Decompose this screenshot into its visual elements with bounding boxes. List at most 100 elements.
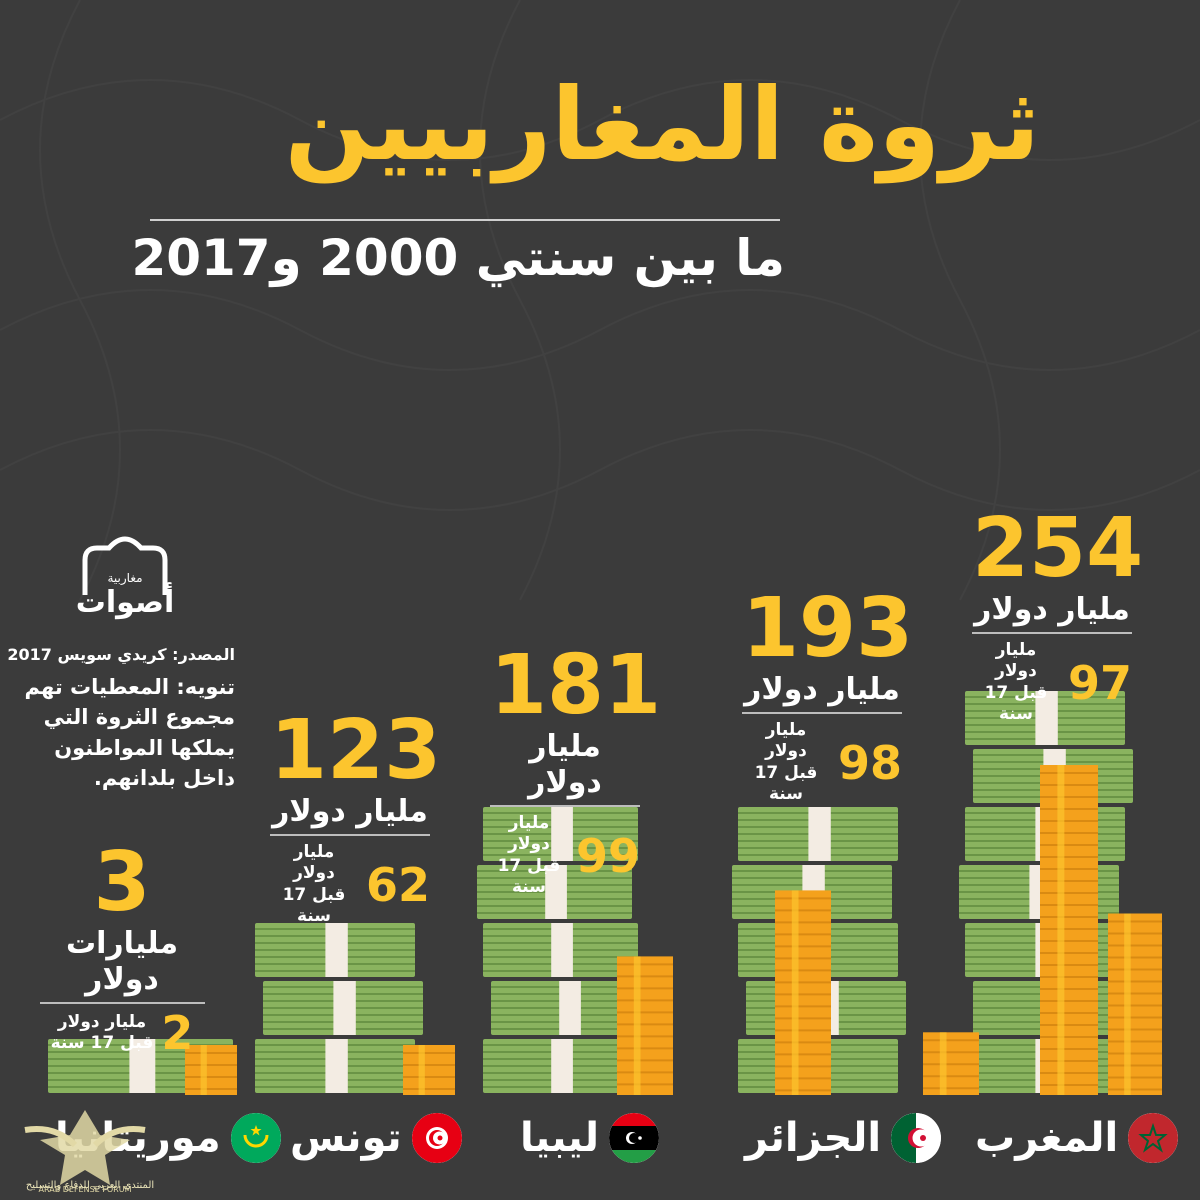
logo-line2: أصوات [76,582,175,620]
prev-period: قبل 17 سنة [984,682,1048,724]
previous-value-text: مليار دولار قبل 17 سنة [51,1012,154,1055]
tunisia-flag-icon [411,1113,462,1163]
country-value-block: 181 مليار دولار مليار دولار قبل 17 سنة 99 [490,638,662,898]
prev-period: قبل 17 سنة [50,1033,154,1053]
previous-value-row: مليار دولار قبل 17 سنة 2 [40,1010,205,1056]
previous-value-text: مليار دولار قبل 17 سنة [490,813,568,898]
coin-shine [1057,765,1065,1095]
morocco-flag-icon [1128,1113,1179,1163]
algeria-flag-icon [891,1113,942,1163]
country-label: المغرب [975,1113,1179,1163]
previous-value: 62 [365,857,430,912]
page-title: ثروة المغاربيين [284,66,1040,183]
disclaimer-line: يملكها المواطنون [54,735,235,760]
bar-1 [732,807,906,1095]
country-label: الجزائر [745,1113,942,1163]
coin-shine [418,1045,425,1095]
country-value-block: 193 مليار دولار مليار دولار قبل 17 سنة 98 [742,581,914,805]
previous-value-row: مليار دولار قبل 17 سنة 62 [270,842,430,927]
block-divider [742,712,902,714]
arab-defense-forum-watermark: ARAB DEFENSE FORUM [24,1110,146,1194]
value-label: 254 [972,501,1144,596]
source-text: المصدر: كريدي سويس 2017 [7,645,235,664]
disclaimer-line: تنويه: المعطيات تهم [24,675,235,699]
coin-shine [1124,913,1131,1095]
prev-period: قبل 17 سنة [754,762,818,804]
previous-value-row: مليار دولار قبل 17 سنة 98 [742,720,902,805]
coin-stack [775,890,831,1095]
logo-line1: مغاربية [107,571,142,586]
previous-value-text: مليار دولار قبل 17 سنة [270,842,358,927]
cash-band [325,1039,348,1093]
coin-shine [791,890,799,1095]
previous-value: 99 [575,828,640,883]
block-divider [972,632,1132,634]
disclaimer: تنويه: المعطيات تهم مجموع الثروة التي يم… [0,672,235,794]
cash-band [1035,691,1058,745]
prev-unit: مليار دولار [995,640,1037,682]
unit-label: مليارات دولار [65,926,179,997]
cash-band [551,1039,573,1093]
coin-shine [200,1045,207,1095]
previous-value: 98 [837,735,902,790]
coin-shine [633,956,641,1095]
bar-0 [923,691,1162,1095]
prev-period: قبل 17 سنة [282,884,346,926]
country-value-block: 254 مليار دولار مليار دولار قبل 17 سنة 97 [972,501,1144,725]
libya-flag-icon [609,1113,660,1163]
cash-band [129,1039,156,1093]
coin-stack [1108,913,1162,1095]
unit-label: مليار دولار [974,592,1130,627]
previous-value: 2 [161,1006,194,1060]
country-name: المغرب [975,1115,1119,1161]
aswat-logo: مغاربية أصوات [76,536,175,620]
country-name: الجزائر [745,1115,882,1161]
bar-2 [477,807,673,1095]
cash-band [559,981,581,1035]
cash-band [551,923,573,977]
prev-unit: مليار دولار [765,720,807,762]
block-divider [490,805,640,807]
previous-value-row: مليار دولار قبل 17 سنة 99 [490,813,640,898]
previous-value: 97 [1067,655,1132,710]
value-label: 123 [270,703,442,798]
title-divider [150,219,780,221]
disclaimer-line: مجموع الثروة التي [43,705,235,730]
previous-value-row: مليار دولار قبل 17 سنة 97 [972,640,1132,725]
value-label: 181 [490,638,662,733]
prev-unit: مليار دولار [293,842,335,884]
cash-band [551,807,573,861]
country-name: ليبيا [520,1115,600,1161]
prev-unit: مليار دولار [508,813,550,855]
cash-band [333,981,356,1035]
unit-label: مليار دولار [744,672,900,707]
cash-band [808,807,831,861]
cash-band [325,923,348,977]
value-label: 3 [93,835,151,930]
page-subtitle: ما بين سنتي 2000 و2017 [131,229,785,287]
source-note: المصدر: كريدي سويس 2017 تنويه: المعطيات … [0,645,235,794]
cash-band [545,865,567,919]
watermark-line1: ARAB DEFENSE FORUM [39,1185,132,1194]
block-divider [270,834,430,836]
unit-label: مليار دولار [528,729,602,800]
prev-period: قبل 17 سنة [497,855,561,897]
previous-value-text: مليار دولار قبل 17 سنة [972,640,1060,725]
bar-4 [48,1039,237,1095]
mauritania-flag-icon [230,1113,281,1163]
watermark-line2: المنتدى العربي للدفاع والتسليح [25,1180,155,1191]
disclaimer-line: داخل بلدانهم. [93,766,235,791]
bar-3 [255,923,455,1095]
previous-value-text: مليار دولار قبل 17 سنة [742,720,830,805]
country-value-block: 123 مليار دولار مليار دولار قبل 17 سنة 62 [270,703,442,927]
value-label: 193 [742,581,914,676]
country-name: تونس [290,1115,402,1161]
unit-label: مليار دولار [272,794,428,829]
coin-shine [939,1032,947,1095]
country-value-block: 3 مليارات دولار مليار دولار قبل 17 سنة 2 [39,835,205,1056]
block-divider [39,1002,205,1004]
country-label: تونس [290,1113,462,1163]
country-label: ليبيا [520,1113,660,1163]
